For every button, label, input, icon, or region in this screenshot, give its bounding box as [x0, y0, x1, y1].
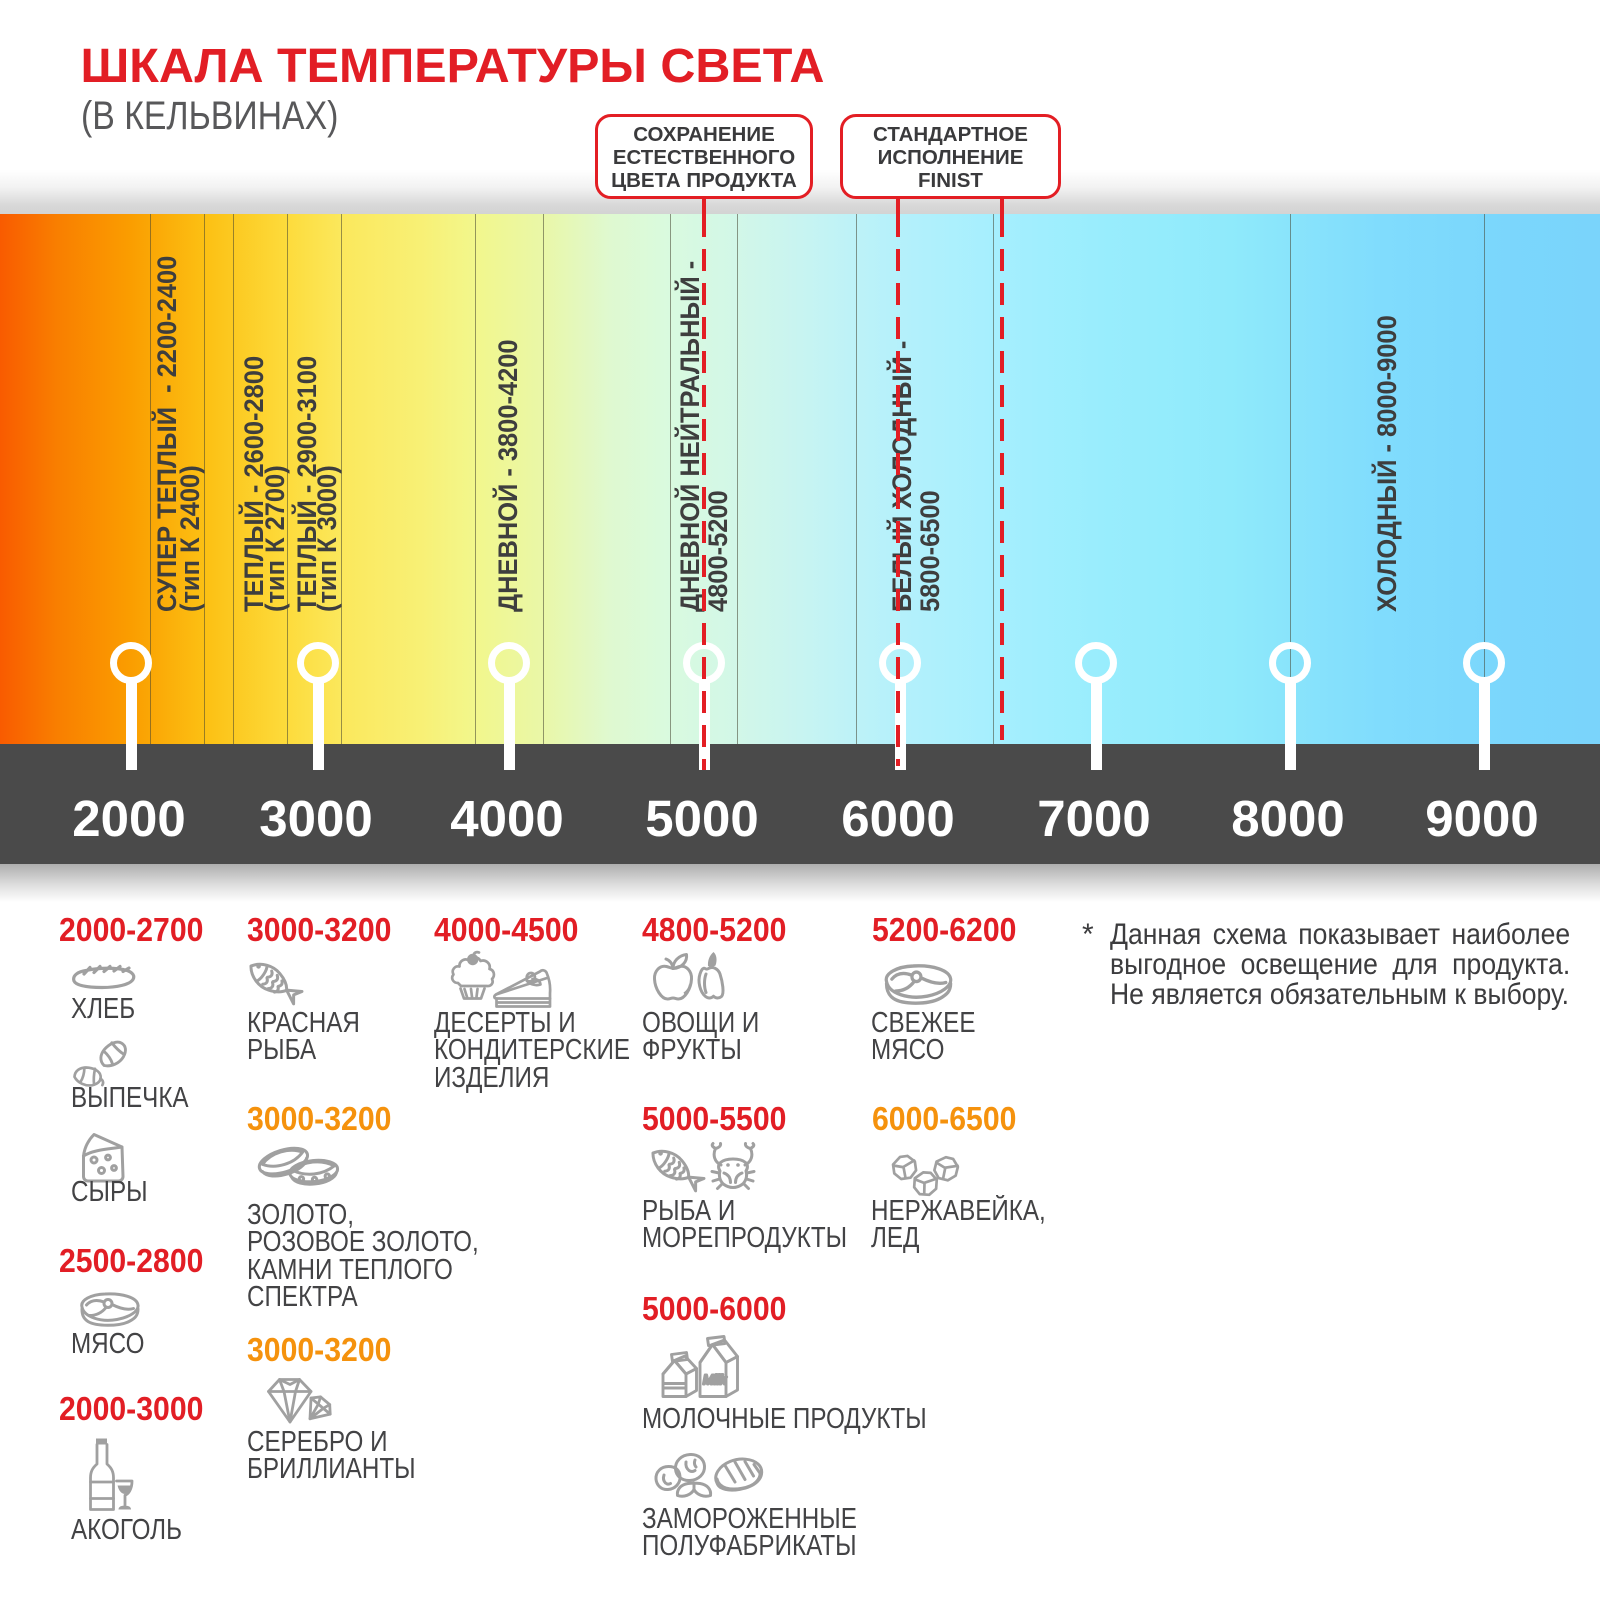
- svg-text:Milk: Milk: [703, 1372, 728, 1387]
